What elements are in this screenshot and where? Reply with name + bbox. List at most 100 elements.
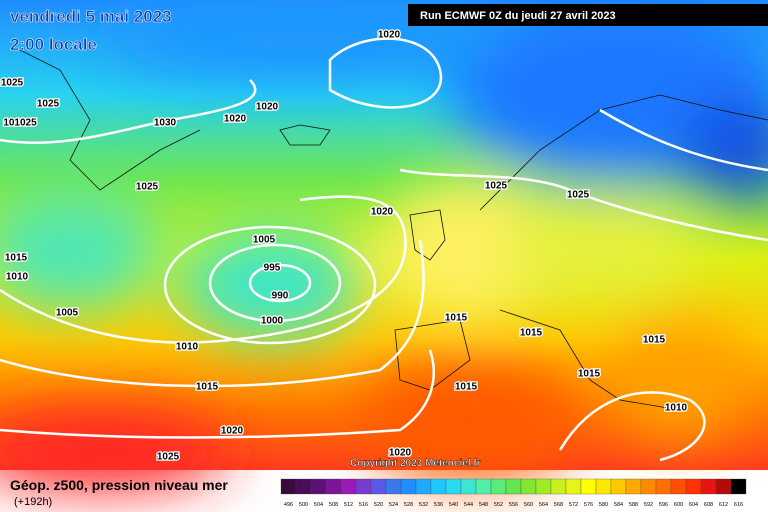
isobar-label: 1015 xyxy=(578,369,601,380)
legend-swatch xyxy=(325,478,342,495)
coastlines xyxy=(19,49,768,411)
legend-swatch xyxy=(460,478,477,495)
isobar-label: 1025 xyxy=(136,182,159,193)
legend-swatch xyxy=(355,478,372,495)
legend-swatch xyxy=(295,478,312,495)
legend-swatch xyxy=(580,478,597,495)
legend-swatch xyxy=(475,478,492,495)
isobar-label: 1025 xyxy=(567,190,590,201)
legend-label: 576 xyxy=(584,502,593,508)
isobars xyxy=(0,37,768,462)
isobar-label: 101025 xyxy=(3,118,37,129)
isobar-label: 1020 xyxy=(256,102,279,113)
isobar-label: 1015 xyxy=(455,382,478,393)
legend-label: 608 xyxy=(704,502,713,508)
legend-label: 584 xyxy=(614,502,623,508)
isobar-label: 995 xyxy=(264,263,281,274)
legend-swatch xyxy=(430,478,447,495)
legend-label: 512 xyxy=(344,502,353,508)
isobar-label: 1000 xyxy=(261,316,284,327)
isobar-label: 1030 xyxy=(154,118,177,129)
legend-swatch xyxy=(655,478,672,495)
isobar-label: 1010 xyxy=(665,403,688,414)
legend-label: 568 xyxy=(554,502,563,508)
isobar-label: 1015 xyxy=(5,253,28,264)
legend-swatch xyxy=(280,478,297,495)
run-info: Run ECMWF 0Z du jeudi 27 avril 2023 xyxy=(420,10,616,22)
legend-label: 592 xyxy=(644,502,653,508)
legend-label: 564 xyxy=(539,502,548,508)
legend-swatch xyxy=(535,478,552,495)
legend-label: 588 xyxy=(629,502,638,508)
legend-label: 528 xyxy=(404,502,413,508)
legend-label: 600 xyxy=(674,502,683,508)
legend-label: 556 xyxy=(509,502,518,508)
legend-swatch xyxy=(595,478,612,495)
legend-swatch xyxy=(700,478,717,495)
legend-swatch xyxy=(640,478,657,495)
legend-swatch xyxy=(385,478,402,495)
legend-label: 612 xyxy=(719,502,728,508)
legend-swatch xyxy=(520,478,537,495)
legend-label: 548 xyxy=(479,502,488,508)
isobar-label: 1010 xyxy=(6,272,29,283)
legend-swatch xyxy=(490,478,507,495)
legend-swatch xyxy=(400,478,417,495)
isobar-label: 1015 xyxy=(196,382,219,393)
isobar-label: 1020 xyxy=(389,448,412,459)
legend-label: 552 xyxy=(494,502,503,508)
isobar-label: 1020 xyxy=(224,114,247,125)
legend-swatch xyxy=(625,478,642,495)
legend-label: 496 xyxy=(284,502,293,508)
legend-swatch xyxy=(670,478,687,495)
run-box xyxy=(408,4,768,26)
legend-label: 532 xyxy=(419,502,428,508)
isobar-label: 1010 xyxy=(176,342,199,353)
legend-swatch xyxy=(505,478,522,495)
title-date: vendredi 5 mai 2023 xyxy=(10,7,172,26)
isobar-label: 1005 xyxy=(56,308,79,319)
legend-swatch xyxy=(565,478,582,495)
isobar-label: 1020 xyxy=(378,30,401,41)
legend-swatch xyxy=(715,478,732,495)
legend-swatch xyxy=(415,478,432,495)
footer-subtitle: (+192h) xyxy=(14,496,52,508)
legend-swatch xyxy=(340,478,357,495)
isobar-label: 1005 xyxy=(253,235,276,246)
legend-label: 500 xyxy=(299,502,308,508)
legend-label: 524 xyxy=(389,502,398,508)
legend-swatch xyxy=(370,478,387,495)
isobar-label: 1015 xyxy=(520,328,543,339)
field xyxy=(0,0,768,490)
title-time: 2:00 locale xyxy=(10,35,97,54)
legend-label: 604 xyxy=(689,502,698,508)
legend-label: 616 xyxy=(734,502,743,508)
legend-label: 572 xyxy=(569,502,578,508)
legend-label: 580 xyxy=(599,502,608,508)
isobar-label: 1025 xyxy=(485,181,508,192)
isobar-label: 990 xyxy=(272,291,289,302)
isobar-label: 1025 xyxy=(157,452,180,463)
color-legend: 496 500 504 508 512 516 520 524 528 532 536 540 544 5… xyxy=(280,478,747,508)
isobar-label: 1025 xyxy=(37,99,60,110)
isobar-label: 1015 xyxy=(643,335,666,346)
legend-swatch xyxy=(610,478,627,495)
copyright: Copyright 2023 Meteociel.fr xyxy=(350,458,481,469)
isobar-label: 1020 xyxy=(221,426,244,437)
legend-label: 504 xyxy=(314,502,323,508)
isobar-label: 1020 xyxy=(371,207,394,218)
legend-label: 540 xyxy=(449,502,458,508)
legend-swatch xyxy=(310,478,327,495)
legend-label: 544 xyxy=(464,502,473,508)
legend-swatch xyxy=(550,478,567,495)
legend-swatch xyxy=(730,478,747,495)
legend-label: 516 xyxy=(359,502,368,508)
legend-swatch xyxy=(445,478,462,495)
isobar-label: 1025 xyxy=(1,78,24,89)
legend-label: 560 xyxy=(524,502,533,508)
legend-label: 520 xyxy=(374,502,383,508)
footer-title: Géop. z500, pression niveau mer xyxy=(10,477,228,493)
